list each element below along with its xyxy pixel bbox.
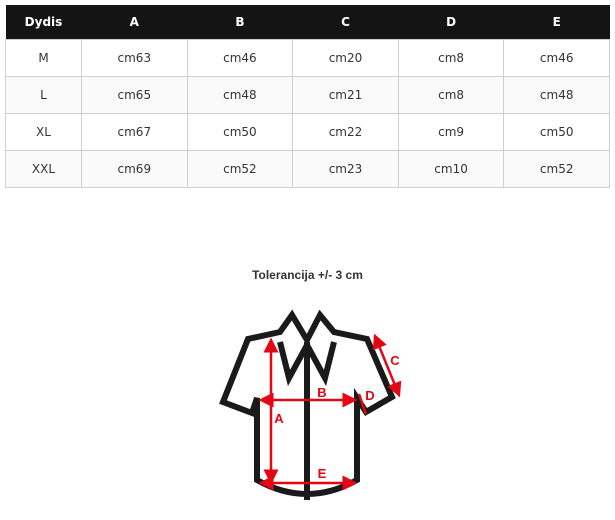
tolerance-title: Tolerancija +/- 3 cm	[252, 268, 363, 282]
measurement-cell: cm10	[397, 150, 505, 188]
header-d: D	[398, 5, 504, 40]
header-size: Dydis	[5, 5, 82, 40]
measurement-cell: cm63	[81, 39, 188, 77]
measurement-cell: cm21	[292, 76, 399, 114]
label-c: C	[390, 353, 400, 368]
measurement-cell: cm46	[503, 39, 610, 77]
header-b: B	[187, 5, 293, 40]
measurement-cell: cm52	[503, 150, 610, 188]
measurement-cell: cm67	[81, 113, 188, 151]
shirt-diagram: A B C D E	[219, 309, 402, 500]
label-a: A	[274, 411, 284, 426]
measurement-cell: cm8	[397, 76, 505, 114]
header-a: A	[81, 5, 188, 40]
measure-d	[357, 393, 368, 415]
label-e: E	[318, 466, 327, 481]
label-d: D	[365, 388, 374, 403]
shirt-outline	[219, 309, 396, 500]
table-row: XL cm67 cm50 cm22 cm9 cm50	[5, 113, 610, 151]
measurement-cell: cm9	[397, 113, 505, 151]
measurement-cell: cm50	[186, 113, 294, 151]
size-cell: L	[5, 76, 82, 114]
size-cell: XXL	[5, 150, 82, 188]
label-b: B	[317, 385, 326, 400]
measurement-cell: cm23	[292, 150, 399, 188]
table-header: Dydis A B C D E	[5, 5, 610, 40]
measure-lines	[258, 333, 402, 491]
header-e: E	[503, 5, 610, 40]
table-row: XXL cm69 cm52 cm23 cm10 cm52	[5, 150, 610, 188]
measurement-cell: cm52	[186, 150, 294, 188]
measurement-cell: cm46	[186, 39, 294, 77]
measurement-cell: cm22	[292, 113, 399, 151]
measurement-cell: cm20	[292, 39, 399, 77]
measure-c	[372, 333, 402, 398]
measurement-cell: cm48	[186, 76, 294, 114]
measurement-cell: cm65	[81, 76, 188, 114]
measurement-cell: cm8	[397, 39, 505, 77]
measurement-cell: cm48	[503, 76, 610, 114]
header-c: C	[292, 5, 399, 40]
size-cell: M	[5, 39, 82, 77]
size-cell: XL	[5, 113, 82, 151]
measurement-cell: cm50	[503, 113, 610, 151]
measurement-cell: cm69	[81, 150, 188, 188]
